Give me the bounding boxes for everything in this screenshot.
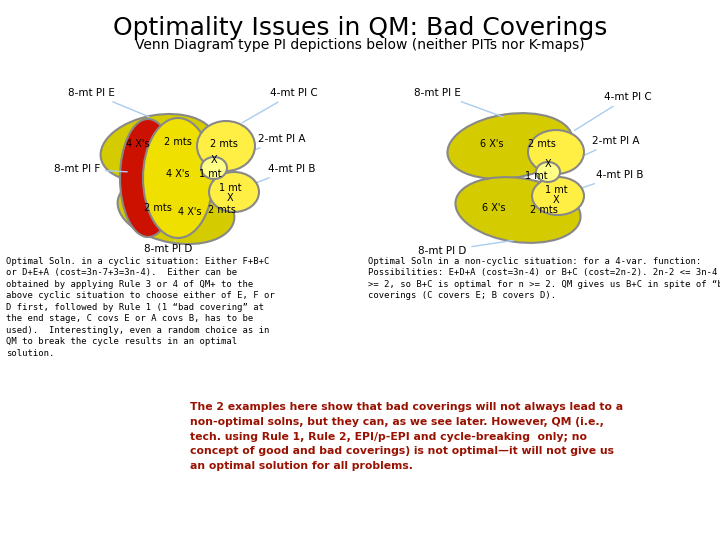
Text: 8-mt PI D: 8-mt PI D xyxy=(144,240,192,254)
Text: 4 X's: 4 X's xyxy=(166,169,190,179)
Text: 2-mt PI A: 2-mt PI A xyxy=(222,134,305,163)
Text: X: X xyxy=(553,195,559,205)
Text: 2 mts: 2 mts xyxy=(164,137,192,147)
Ellipse shape xyxy=(201,157,227,179)
Text: 4 X's: 4 X's xyxy=(179,207,202,217)
Text: X: X xyxy=(227,193,233,203)
Ellipse shape xyxy=(209,172,259,212)
Text: 2 mts: 2 mts xyxy=(530,205,558,215)
Text: 8-mt PI E: 8-mt PI E xyxy=(68,88,150,117)
Text: 1 mt: 1 mt xyxy=(219,183,241,193)
Text: 2 mts: 2 mts xyxy=(528,139,556,149)
Text: 4-mt PI C: 4-mt PI C xyxy=(575,92,652,131)
Text: X: X xyxy=(211,155,217,165)
Text: 4-mt PI B: 4-mt PI B xyxy=(572,170,644,191)
Ellipse shape xyxy=(456,177,580,243)
Ellipse shape xyxy=(447,113,572,179)
Ellipse shape xyxy=(197,121,255,171)
Text: 2 mts: 2 mts xyxy=(208,205,236,215)
Text: 6 X's: 6 X's xyxy=(482,203,505,213)
Text: 8-mt PI E: 8-mt PI E xyxy=(414,88,503,117)
Text: 2-mt PI A: 2-mt PI A xyxy=(559,136,639,167)
Text: The 2 examples here show that bad coverings will not always lead to a
non-optima: The 2 examples here show that bad coveri… xyxy=(190,402,623,471)
Text: 4-mt PI B: 4-mt PI B xyxy=(251,164,315,185)
Text: 1 mt: 1 mt xyxy=(525,171,547,181)
Text: Optimal Soln in a non-cyclic situation: for a 4-var. function:
Possibilities: E+: Optimal Soln in a non-cyclic situation: … xyxy=(368,257,720,300)
Text: Venn Diagram type PI depictions below (neither PITs nor K-maps): Venn Diagram type PI depictions below (n… xyxy=(135,38,585,52)
Text: Optimal Soln. in a cyclic situation: Either F+B+C
or D+E+A (cost=3n-7+3=3n-4).  : Optimal Soln. in a cyclic situation: Eit… xyxy=(6,257,275,357)
Text: X: X xyxy=(545,159,552,169)
Ellipse shape xyxy=(120,119,176,237)
Ellipse shape xyxy=(117,176,235,244)
Ellipse shape xyxy=(143,118,213,238)
Ellipse shape xyxy=(536,162,560,182)
Text: 1 mt: 1 mt xyxy=(545,185,567,195)
Ellipse shape xyxy=(528,130,584,174)
Text: 4-mt PI C: 4-mt PI C xyxy=(243,88,318,123)
Ellipse shape xyxy=(101,114,215,182)
Text: 2 mts: 2 mts xyxy=(144,203,172,213)
Text: 8-mt PI F: 8-mt PI F xyxy=(54,164,127,174)
Text: 4 X's: 4 X's xyxy=(126,139,150,149)
Text: 8-mt PI D: 8-mt PI D xyxy=(418,240,513,256)
Ellipse shape xyxy=(532,177,584,215)
Text: Optimality Issues in QM: Bad Coverings: Optimality Issues in QM: Bad Coverings xyxy=(113,16,607,40)
Text: 6 X's: 6 X's xyxy=(480,139,504,149)
Text: 2 mts: 2 mts xyxy=(210,139,238,149)
Text: 1 mt: 1 mt xyxy=(199,169,221,179)
